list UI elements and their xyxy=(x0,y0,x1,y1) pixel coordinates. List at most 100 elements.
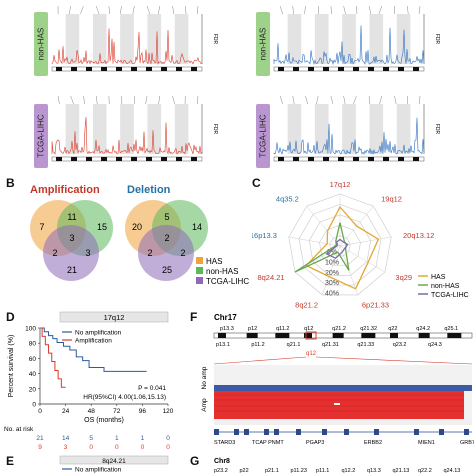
non-has-tag-left: non-HAS xyxy=(34,12,48,76)
chromosome-band xyxy=(342,14,356,64)
chromosome-band xyxy=(369,14,384,64)
chr8-band: q12.2 xyxy=(342,468,356,474)
tcga-tag-right: TCGA-LIHC xyxy=(256,104,270,168)
at-risk-value: 3 xyxy=(64,444,68,451)
radar-ring-label: 10% xyxy=(325,259,339,266)
karyotype-block xyxy=(278,157,284,161)
karyotype-block xyxy=(161,67,167,71)
peak-label-leader xyxy=(330,5,332,15)
chr8-band: q21.13 xyxy=(393,468,410,474)
venn-legend: HAS non-HAS TCGA-LIHC xyxy=(196,257,249,286)
karyotype-block xyxy=(353,157,359,161)
chr17-band-bottom: q23.2 xyxy=(393,342,407,348)
peak-label-leader xyxy=(292,95,295,105)
karyotype-block xyxy=(101,67,107,71)
peak-label-leader xyxy=(68,5,71,15)
radar-axis-label: 20q13.12 xyxy=(403,231,434,240)
karyotype-block xyxy=(131,67,137,71)
radar-series-non-has xyxy=(294,222,350,273)
survival-y-tick-label: 100 xyxy=(25,326,36,333)
karyotype-block xyxy=(308,67,314,71)
gene-exon-block xyxy=(344,429,349,435)
peak-label-leader xyxy=(279,95,283,105)
survival-y-label: Percent survival (%) xyxy=(8,335,15,398)
peak-label-leader xyxy=(119,5,122,15)
chr17-ideogram-block xyxy=(246,333,258,338)
karyotype-block xyxy=(323,157,329,161)
survival-hazard-ratio: HR(95%CI) 4.00(1.06,15.13) xyxy=(83,394,166,401)
chromosome-band xyxy=(287,14,302,64)
chr17-band-bottom: p13.1 xyxy=(216,342,230,348)
karyotype-block xyxy=(56,157,62,161)
gene-exon-block xyxy=(244,429,249,435)
karyotype-block xyxy=(413,67,419,71)
chromosome-band xyxy=(287,104,302,154)
gene-exon-block xyxy=(296,429,301,435)
peak-label-leader xyxy=(95,5,100,15)
karyotype-bar xyxy=(51,156,203,162)
chromosome-band xyxy=(65,14,80,64)
chr17-label: Chr17 xyxy=(214,313,237,322)
gene-exon-block xyxy=(234,429,239,435)
fdr-axis-label: FDR xyxy=(434,34,440,45)
chr17-ideogram-block xyxy=(332,333,344,338)
venn-legend-tcga-swatch xyxy=(196,277,203,284)
peak-label-leader xyxy=(353,95,357,105)
peak-label-leader xyxy=(196,95,199,105)
peak-label-leader xyxy=(356,5,358,15)
peak-label-leader xyxy=(316,95,319,105)
peak-label-leader xyxy=(158,5,161,15)
gene-label: GRB7 xyxy=(460,440,474,446)
chr17-band-top: q22 xyxy=(388,326,397,332)
at-risk-value: 0 xyxy=(115,444,119,451)
karyotype-block xyxy=(116,67,122,71)
radar-grid-ring xyxy=(298,204,382,286)
chromosome-band xyxy=(369,104,384,154)
survival-header-box xyxy=(59,311,169,323)
venn-amplification-title: Amplification xyxy=(30,184,100,196)
chromosome-band xyxy=(174,104,189,154)
cnv-peak-trace xyxy=(273,117,425,156)
panel-letter-d: D xyxy=(6,310,15,324)
chr8-band: p11.23 xyxy=(291,468,307,474)
radar-ring-label: 0% xyxy=(327,249,337,256)
chr8-band: p11.1 xyxy=(316,468,329,474)
chr8-band: p22 xyxy=(240,468,249,474)
survival-x-tick-label: 24 xyxy=(62,408,70,415)
peak-label-leader xyxy=(197,5,199,15)
row-label-no-amp: No amp xyxy=(201,366,208,389)
venn-del-tcga-circle xyxy=(138,225,194,281)
chr8-band: q24.13 xyxy=(444,468,461,474)
survival-x-tick-label: 72 xyxy=(113,408,121,415)
chr17-ideogram-block xyxy=(447,333,462,338)
panel-letter-b: B xyxy=(6,176,15,190)
chr17-band-bottom: q24.3 xyxy=(428,342,442,348)
chr17-band-top: p13.3 xyxy=(220,326,234,332)
at-risk-value: 1 xyxy=(141,435,145,442)
venn-legend-has-swatch xyxy=(196,257,203,264)
venn-deletion: 20 14 5 2 2 2 25 xyxy=(125,200,208,281)
gene-exon-block xyxy=(214,429,219,435)
karyotype-block xyxy=(383,157,389,161)
karyotype-block xyxy=(278,67,284,71)
venn-amp-tcga-only: 21 xyxy=(67,265,77,275)
survival-e-legend-label: No amplification xyxy=(75,467,122,474)
at-risk-value: 0 xyxy=(141,444,145,451)
radar-axis-label: 8q21.2 xyxy=(295,300,318,309)
peak-label-leader xyxy=(70,95,74,105)
peak-label-leader xyxy=(368,5,372,15)
karyotype-block xyxy=(191,67,197,71)
radar-axis-label: 17q12 xyxy=(330,180,351,189)
karyotype-block xyxy=(293,157,299,161)
at-risk-value: 21 xyxy=(36,435,44,442)
radar-axis-label: 6p21.33 xyxy=(362,300,389,309)
venn-amp-tcga-circle xyxy=(43,225,99,281)
karyotype-block xyxy=(116,157,122,161)
at-risk-value: 14 xyxy=(62,435,70,442)
venn-amp-all: 3 xyxy=(69,233,74,243)
venn-amp-has-nonhas: 11 xyxy=(67,212,76,222)
fdr-axis-label: FDR xyxy=(212,34,218,45)
bottom-partial-panels: 8q24.21 No amplification Chr8 p23.2 p22 p21.1… xyxy=(59,455,461,474)
karyotype-block xyxy=(86,157,92,161)
panel-letter-g: G xyxy=(190,454,200,468)
